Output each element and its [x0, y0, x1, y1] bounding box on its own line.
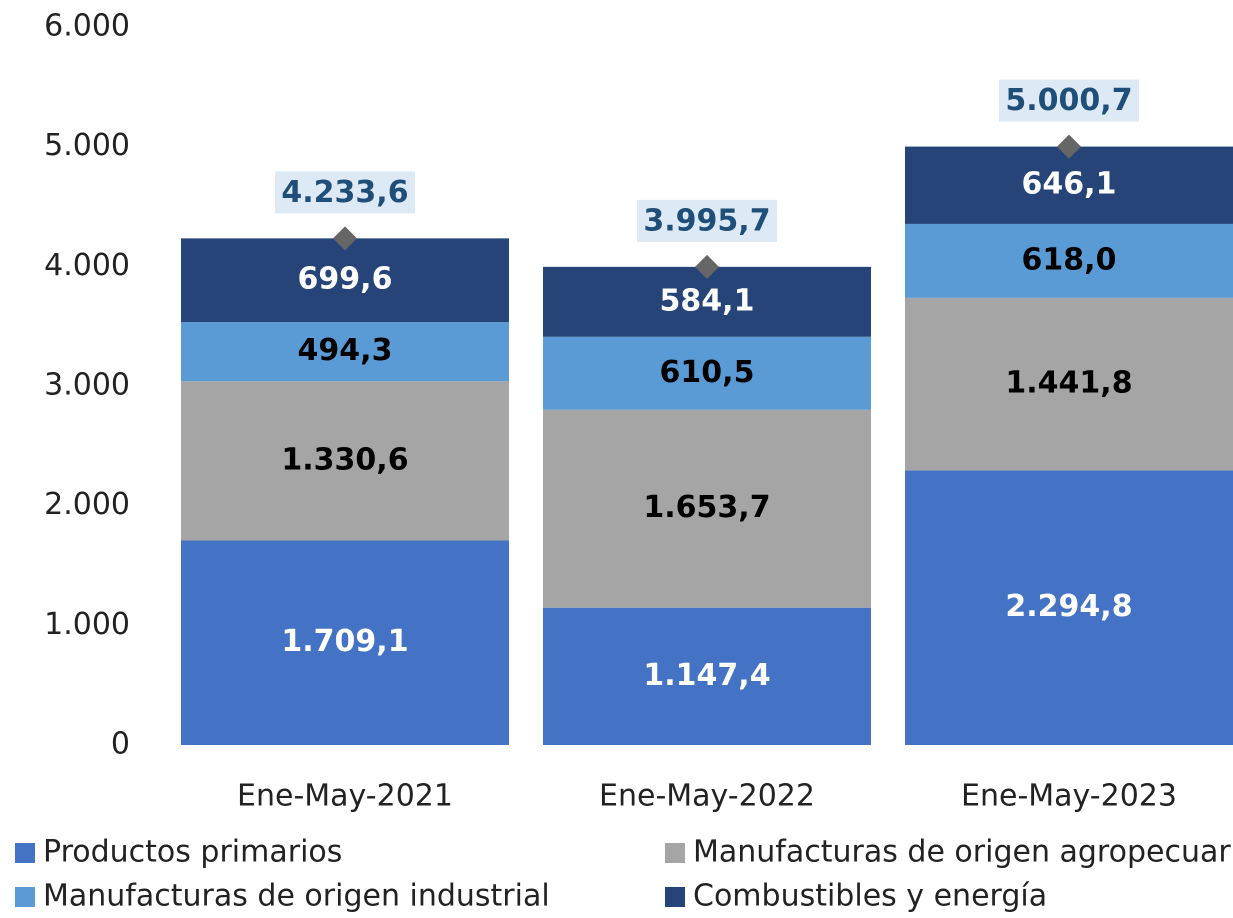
total-label-box	[637, 199, 777, 242]
total-label: 5.000,7	[1005, 83, 1132, 118]
x-tick-label: Ene-May-2023	[961, 779, 1177, 814]
total-label-box	[275, 171, 415, 214]
data-label: 699,6	[298, 262, 393, 297]
y-tick-label: 0	[111, 727, 130, 762]
y-tick-label: 2.000	[44, 487, 130, 522]
x-tick-label: Ene-May-2021	[237, 779, 453, 814]
bar-segment	[543, 409, 871, 608]
bar-segment	[181, 381, 509, 541]
bar-segment	[905, 223, 1233, 298]
total-marker	[333, 226, 357, 251]
data-label: 1.147,4	[643, 658, 770, 693]
data-label: 1.653,7	[643, 490, 770, 525]
legend-label: Combustibles y energía	[693, 879, 1047, 914]
y-tick-label: 3.000	[44, 368, 130, 403]
legend-label: Productos primarios	[43, 835, 342, 870]
y-tick-label: 4.000	[44, 248, 130, 283]
bar-segment	[543, 336, 871, 410]
bar-segment	[905, 146, 1233, 224]
y-tick-label: 5.000	[44, 128, 130, 163]
data-label: 610,5	[660, 355, 755, 390]
legend-swatch	[15, 887, 35, 907]
bar-segment	[543, 607, 871, 745]
data-label: 646,1	[1022, 167, 1117, 202]
total-label-box	[999, 79, 1139, 122]
data-label: 584,1	[660, 283, 755, 318]
total-marker	[1057, 134, 1081, 159]
total-marker	[695, 254, 719, 279]
legend-swatch	[665, 843, 685, 863]
bar-segment	[905, 297, 1233, 471]
data-label: 1.441,8	[1005, 366, 1132, 401]
legend-label: Manufacturas de origen agropecuario	[693, 835, 1233, 870]
data-label: 1.330,6	[281, 442, 408, 477]
data-label: 618,0	[1022, 242, 1117, 277]
total-label: 4.233,6	[281, 175, 408, 210]
y-tick-label: 6.000	[44, 9, 130, 44]
total-label: 3.995,7	[643, 203, 770, 238]
legend-swatch	[15, 843, 35, 863]
bar-segment	[905, 470, 1233, 745]
bar-segment	[181, 540, 509, 745]
bar-segment	[181, 238, 509, 323]
y-tick-label: 1.000	[44, 607, 130, 642]
data-label: 2.294,8	[1005, 589, 1132, 624]
legend-label: Manufacturas de origen industrial	[43, 879, 550, 914]
data-label: 1.709,1	[281, 624, 408, 659]
legend-swatch	[665, 887, 685, 907]
x-tick-label: Ene-May-2022	[599, 779, 815, 814]
data-label: 494,3	[298, 333, 393, 368]
bar-segment	[181, 322, 509, 382]
